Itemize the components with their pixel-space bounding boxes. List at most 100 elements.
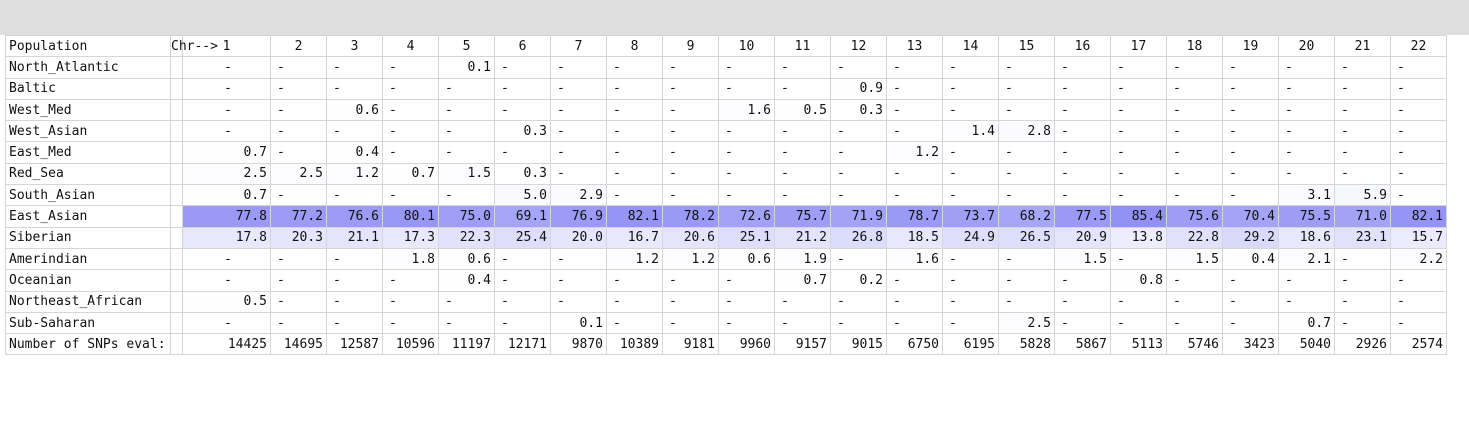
header-cell: 22	[1390, 34, 1447, 58]
value-cell: -	[998, 77, 1055, 100]
value-cell: -	[438, 120, 495, 143]
value-cell: -	[718, 77, 775, 100]
data-row: Baltic - - - - - - - - - - -0.9- - - - - - - - - -	[5, 77, 1447, 100]
value-cell: -	[1334, 98, 1391, 122]
value-cell: 2.1	[1278, 247, 1335, 271]
value-cell: 21.2	[774, 226, 831, 249]
value-cell: -	[1334, 141, 1391, 164]
value-cell: -	[1222, 77, 1279, 100]
value-cell: -	[662, 141, 719, 164]
value-cell: 2.9	[550, 184, 607, 207]
value-cell: -	[998, 56, 1055, 79]
spacer-cell	[170, 269, 183, 292]
value-cell: -	[326, 120, 383, 143]
value-cell: -	[1054, 162, 1111, 186]
value-cell: -	[270, 247, 327, 271]
value-cell: -	[1110, 162, 1167, 186]
value-cell: 0.5	[182, 290, 271, 313]
value-cell: 29.2	[1222, 226, 1279, 249]
value-cell: -	[438, 290, 495, 313]
value-cell: -	[998, 247, 1055, 271]
value-cell: 78.7	[886, 205, 943, 228]
value-cell: 5746	[1166, 333, 1223, 356]
value-cell: -	[438, 184, 495, 207]
value-cell: 0.4	[438, 269, 495, 292]
value-cell: 9157	[774, 333, 831, 356]
row-label: Northeast_African	[5, 290, 171, 313]
value-cell: 5867	[1054, 333, 1111, 356]
value-cell: -	[942, 269, 999, 292]
value-cell: -	[662, 184, 719, 207]
value-cell: 0.7	[182, 141, 271, 164]
value-cell: 82.1	[1390, 205, 1447, 228]
spacer-cell	[170, 205, 183, 228]
value-cell: -	[662, 269, 719, 292]
value-cell: 5040	[1278, 333, 1335, 356]
value-cell: -	[1054, 141, 1111, 164]
spacer-cell	[170, 247, 183, 271]
header-cell: 7	[550, 34, 607, 58]
value-cell: -	[438, 141, 495, 164]
value-cell: 2.8	[998, 120, 1055, 143]
value-cell: 20.3	[270, 226, 327, 249]
value-cell: -	[1054, 77, 1111, 100]
value-cell: 2574	[1390, 333, 1447, 356]
row-label: Sub-Saharan	[5, 311, 171, 335]
data-row: West_Med - -0.6- - - - - -1.6 0.5 0.3- - - - - - - - - -	[5, 98, 1447, 122]
value-cell: -	[1390, 162, 1447, 186]
value-cell: -	[1166, 184, 1223, 207]
header-cell: 13	[886, 34, 943, 58]
value-cell: -	[1334, 269, 1391, 292]
value-cell: 75.7	[774, 205, 831, 228]
value-cell: -	[270, 120, 327, 143]
value-cell: -	[886, 290, 943, 313]
value-cell: -	[718, 56, 775, 79]
value-cell: -	[606, 120, 663, 143]
value-cell: -	[1278, 120, 1335, 143]
value-cell: 78.2	[662, 205, 719, 228]
row-label: Oceanian	[5, 269, 171, 292]
value-cell: -	[1334, 56, 1391, 79]
value-cell: -	[1222, 311, 1279, 335]
header-cell: 5	[438, 34, 495, 58]
value-cell: 9181	[662, 333, 719, 356]
spacer-cell	[170, 120, 183, 143]
value-cell: -	[270, 98, 327, 122]
table-body: Population Chr--> 1 2 3 4 5 6 7 8 9 10 11 12 13 14 15 16 1…	[5, 34, 1447, 356]
value-cell: -	[326, 184, 383, 207]
value-cell: 3423	[1222, 333, 1279, 356]
value-cell: 5113	[1110, 333, 1167, 356]
row-label: Amerindian	[5, 247, 171, 271]
value-cell: -	[1334, 77, 1391, 100]
value-cell: -	[1222, 290, 1279, 313]
value-cell: -	[1390, 269, 1447, 292]
value-cell: -	[1054, 311, 1111, 335]
value-cell: -	[182, 269, 271, 292]
value-cell: 0.3	[494, 162, 551, 186]
value-cell: -	[1110, 290, 1167, 313]
value-cell: 82.1	[606, 205, 663, 228]
row-label: Baltic	[5, 77, 171, 100]
header-cell: Chr-->	[170, 34, 218, 58]
value-cell: -	[606, 77, 663, 100]
value-cell: -	[270, 56, 327, 79]
value-cell: -	[1278, 290, 1335, 313]
value-cell: -	[606, 290, 663, 313]
value-cell: -	[1222, 141, 1279, 164]
value-cell: -	[326, 77, 383, 100]
value-cell: 0.4	[326, 141, 383, 164]
value-cell: -	[662, 56, 719, 79]
spacer-cell	[170, 311, 183, 335]
value-cell: 20.0	[550, 226, 607, 249]
value-cell: -	[1278, 162, 1335, 186]
data-row: Number of SNPs eval: 14425 14695 12587 10596…	[5, 333, 1447, 356]
value-cell: 1.2	[326, 162, 383, 186]
value-cell: 77.2	[270, 205, 327, 228]
value-cell: 1.9	[774, 247, 831, 271]
value-cell: 13.8	[1110, 226, 1167, 249]
value-cell: -	[1054, 98, 1111, 122]
value-cell: -	[774, 184, 831, 207]
value-cell: 76.9	[550, 205, 607, 228]
value-cell: -	[1110, 120, 1167, 143]
value-cell: 0.1	[438, 56, 495, 79]
